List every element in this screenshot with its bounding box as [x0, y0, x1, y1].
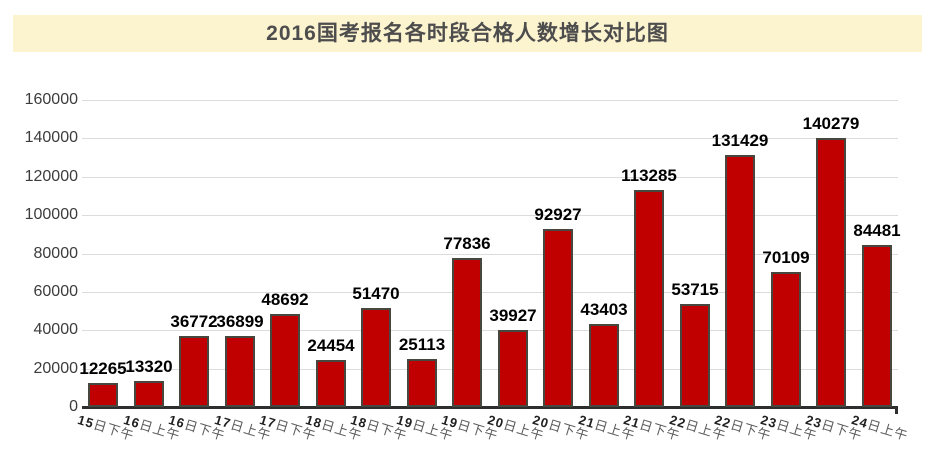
y-tick-label: 100000	[24, 206, 78, 223]
gridline	[82, 138, 898, 139]
y-tick-label: 20000	[33, 360, 79, 377]
y-tick-label: 160000	[24, 91, 78, 108]
bar	[270, 314, 300, 407]
bar-value-label: 84481	[853, 221, 901, 240]
gridline	[82, 254, 898, 255]
gridline	[82, 100, 898, 101]
bar	[498, 330, 528, 407]
bar-value-label: 39927	[489, 306, 537, 325]
bar	[225, 336, 255, 407]
bar-value-label: 92927	[534, 205, 582, 224]
bar-value-label: 70109	[762, 248, 810, 267]
gridline	[82, 177, 898, 178]
bar-value-label: 13320	[125, 357, 173, 376]
y-tick-label: 140000	[24, 129, 78, 146]
x-axis-line	[82, 406, 898, 409]
bar	[407, 359, 437, 407]
bar	[316, 360, 346, 407]
bar	[88, 383, 118, 407]
bar	[134, 381, 164, 407]
bar-value-label: 24454	[307, 336, 355, 355]
gridline	[82, 215, 898, 216]
gridline	[82, 292, 898, 293]
bar	[589, 324, 619, 407]
gridline	[82, 369, 898, 370]
y-tick-label: 40000	[33, 321, 79, 338]
bar-value-label: 36899	[216, 312, 264, 331]
bar-value-label: 131429	[711, 131, 769, 150]
x-tick-period-text: 日上午	[865, 416, 911, 444]
bar-value-label: 12265	[79, 359, 127, 378]
bar-value-label: 25113	[398, 335, 446, 354]
bar-value-label: 53715	[671, 280, 719, 299]
bar	[771, 272, 801, 407]
y-tick-label: 120000	[24, 168, 78, 185]
bar-value-label: 77836	[443, 234, 491, 253]
bar	[452, 258, 482, 407]
chart-title: 2016国考报名各时段合格人数增长对比图	[13, 15, 922, 52]
bar	[543, 229, 573, 407]
bar	[725, 155, 755, 407]
bar-value-label: 48692	[261, 290, 309, 309]
bar	[179, 336, 209, 407]
bar	[862, 245, 892, 407]
y-tick-label: 80000	[33, 245, 79, 262]
bar	[680, 304, 710, 407]
y-tick-label: 0	[69, 398, 78, 415]
bar-value-label: 140279	[802, 114, 860, 133]
x-axis-end-tick	[895, 407, 898, 414]
bar-value-label: 113285	[621, 166, 677, 185]
y-tick-label: 60000	[33, 283, 79, 300]
bar	[816, 138, 846, 407]
bar-value-label: 36772	[170, 312, 218, 331]
bar-value-label: 51470	[352, 284, 400, 303]
bar	[361, 308, 391, 407]
gridline	[82, 330, 898, 331]
bar-value-label: 43403	[580, 300, 628, 319]
bar	[634, 190, 664, 407]
